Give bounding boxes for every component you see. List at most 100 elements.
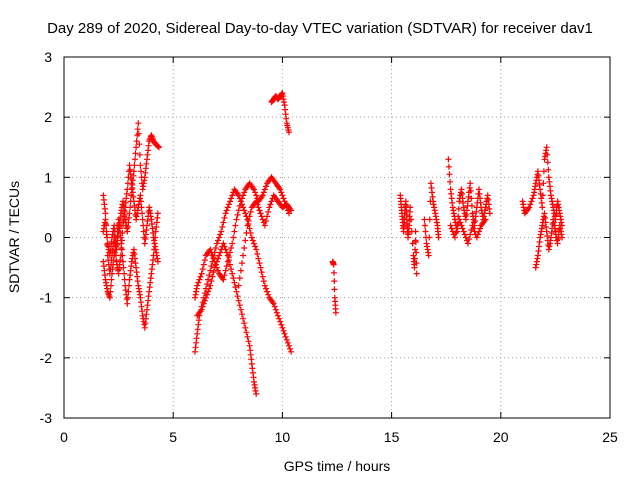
data-point: [136, 151, 143, 158]
data-point: [545, 246, 552, 253]
data-point: [205, 276, 212, 283]
data-point: [457, 219, 464, 226]
y-tick-label: 1: [44, 169, 52, 185]
data-point: [467, 187, 474, 194]
data-point: [265, 208, 272, 215]
data-point: [551, 222, 558, 229]
data-point: [107, 288, 114, 295]
data-point: [235, 297, 242, 304]
data-point: [280, 195, 287, 202]
data-point: [118, 240, 125, 247]
data-point: [246, 213, 253, 220]
data-point: [260, 189, 267, 196]
data-point: [422, 228, 429, 235]
y-tick-label: -2: [40, 350, 53, 366]
data-point: [248, 234, 255, 241]
data-point: [255, 255, 262, 262]
data-point: [540, 180, 547, 187]
data-point: [229, 270, 236, 277]
data-point: [286, 342, 292, 349]
data-point: [412, 239, 419, 245]
data-point: [228, 266, 235, 273]
data-point: [199, 303, 206, 310]
data-point: [126, 282, 132, 289]
data-point: [253, 246, 260, 253]
data-point: [207, 246, 214, 253]
data-point: [531, 189, 538, 196]
data-point: [537, 186, 544, 193]
data-point: [474, 231, 481, 238]
data-point: [448, 225, 455, 232]
data-point: [224, 252, 231, 259]
data-point: [467, 180, 474, 187]
data-point: [539, 192, 546, 199]
data-point: [138, 168, 144, 175]
data-point: [544, 159, 551, 166]
data-point: [224, 204, 231, 211]
data-point: [119, 252, 126, 259]
data-point: [244, 333, 251, 340]
data-point: [243, 329, 250, 336]
data-point: [241, 207, 248, 214]
data-point: [152, 234, 159, 241]
data-point: [134, 126, 141, 133]
data-point: [260, 278, 267, 285]
data-point: [223, 207, 230, 214]
x-tick-label: 10: [275, 429, 291, 445]
data-point: [273, 309, 280, 316]
data-point: [286, 129, 292, 136]
data-point: [216, 252, 223, 259]
data-point: [117, 230, 124, 236]
data-point: [239, 311, 245, 318]
data-point: [208, 263, 215, 270]
data-point: [251, 240, 257, 247]
data-point: [133, 138, 140, 145]
data-point: [275, 312, 281, 319]
data-point: [461, 231, 468, 238]
data-point: [237, 306, 244, 313]
data-point: [281, 330, 288, 337]
data-point: [257, 264, 264, 271]
data-point: [277, 186, 284, 193]
y-tick-label: 2: [44, 109, 52, 125]
data-point: [421, 216, 428, 223]
data-point: [194, 282, 201, 289]
data-point: [283, 336, 290, 343]
data-point: [279, 324, 286, 331]
data-point: [216, 234, 223, 241]
data-point: [278, 189, 285, 196]
data-point: [208, 278, 215, 285]
data-point: [426, 234, 433, 241]
data-point: [527, 201, 534, 208]
data-point: [221, 243, 228, 250]
data-point: [456, 216, 463, 223]
x-tick-label: 25: [602, 429, 618, 445]
data-point: [413, 270, 420, 277]
data-point: [206, 272, 213, 279]
data-point: [196, 276, 203, 283]
data-point: [235, 207, 242, 214]
data-point: [445, 156, 452, 163]
data-point: [227, 198, 233, 205]
data-point: [242, 324, 249, 331]
x-tick-label: 5: [169, 429, 177, 445]
data-point: [287, 345, 293, 352]
data-point: [264, 213, 271, 220]
data-point: [455, 205, 462, 212]
data-point: [126, 210, 133, 217]
data-point: [125, 288, 132, 295]
x-tick-label: 15: [384, 429, 400, 445]
data-point: [413, 249, 420, 256]
data-point: [124, 186, 131, 193]
data-point: [121, 270, 128, 277]
data-point: [227, 261, 233, 268]
data-point: [211, 264, 218, 271]
data-point: [459, 225, 466, 232]
data-point: [451, 234, 458, 241]
data-point: [245, 338, 252, 345]
data-point: [549, 198, 556, 205]
data-point: [258, 213, 265, 220]
data-point: [288, 348, 295, 355]
data-point: [123, 195, 130, 202]
data-point: [249, 237, 256, 244]
